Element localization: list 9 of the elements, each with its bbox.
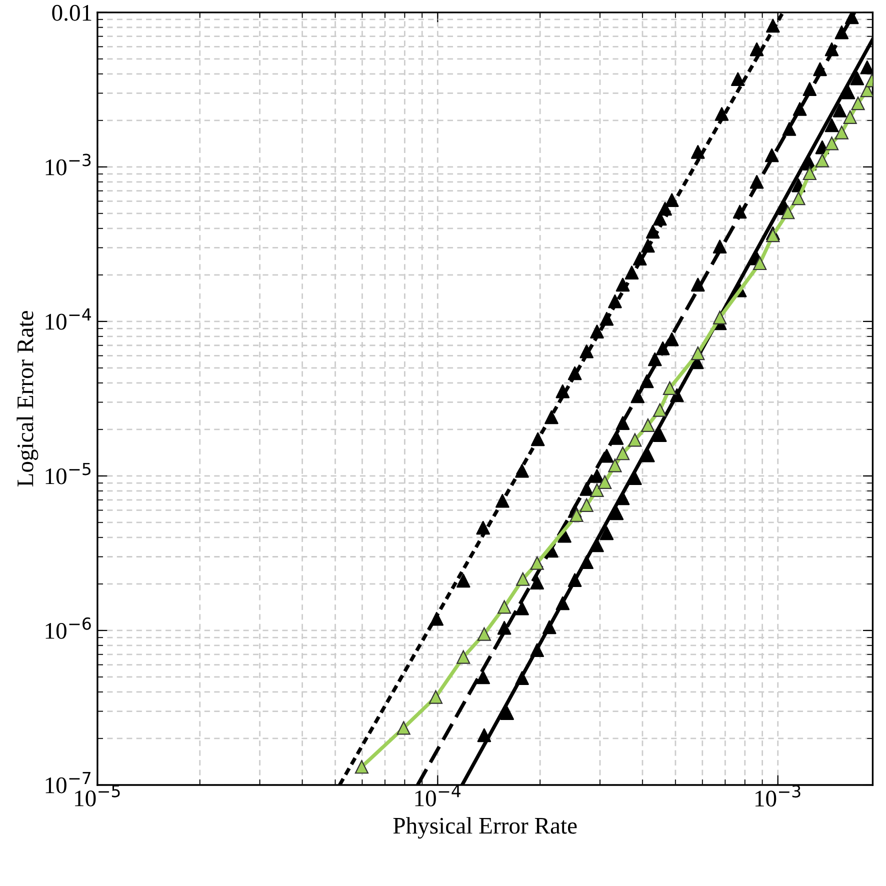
y-tick-label: 10$^{−6}$ xyxy=(46,617,91,639)
y-tick-label: 10$^{−3}$ xyxy=(46,154,91,176)
y-tick-label: 0.01 xyxy=(52,4,92,21)
x-tick-label: 10$^{−4}$ xyxy=(415,785,461,806)
y-axis-title: Logical Error Rate xyxy=(16,311,38,487)
x-axis-title: Physical Error Rate xyxy=(393,817,577,839)
y-tick-label: 10$^{−5}$ xyxy=(46,462,90,484)
y-tick-label: 10$^{−4}$ xyxy=(46,308,91,330)
x-tick-label: 10$^{−3}$ xyxy=(756,785,800,807)
